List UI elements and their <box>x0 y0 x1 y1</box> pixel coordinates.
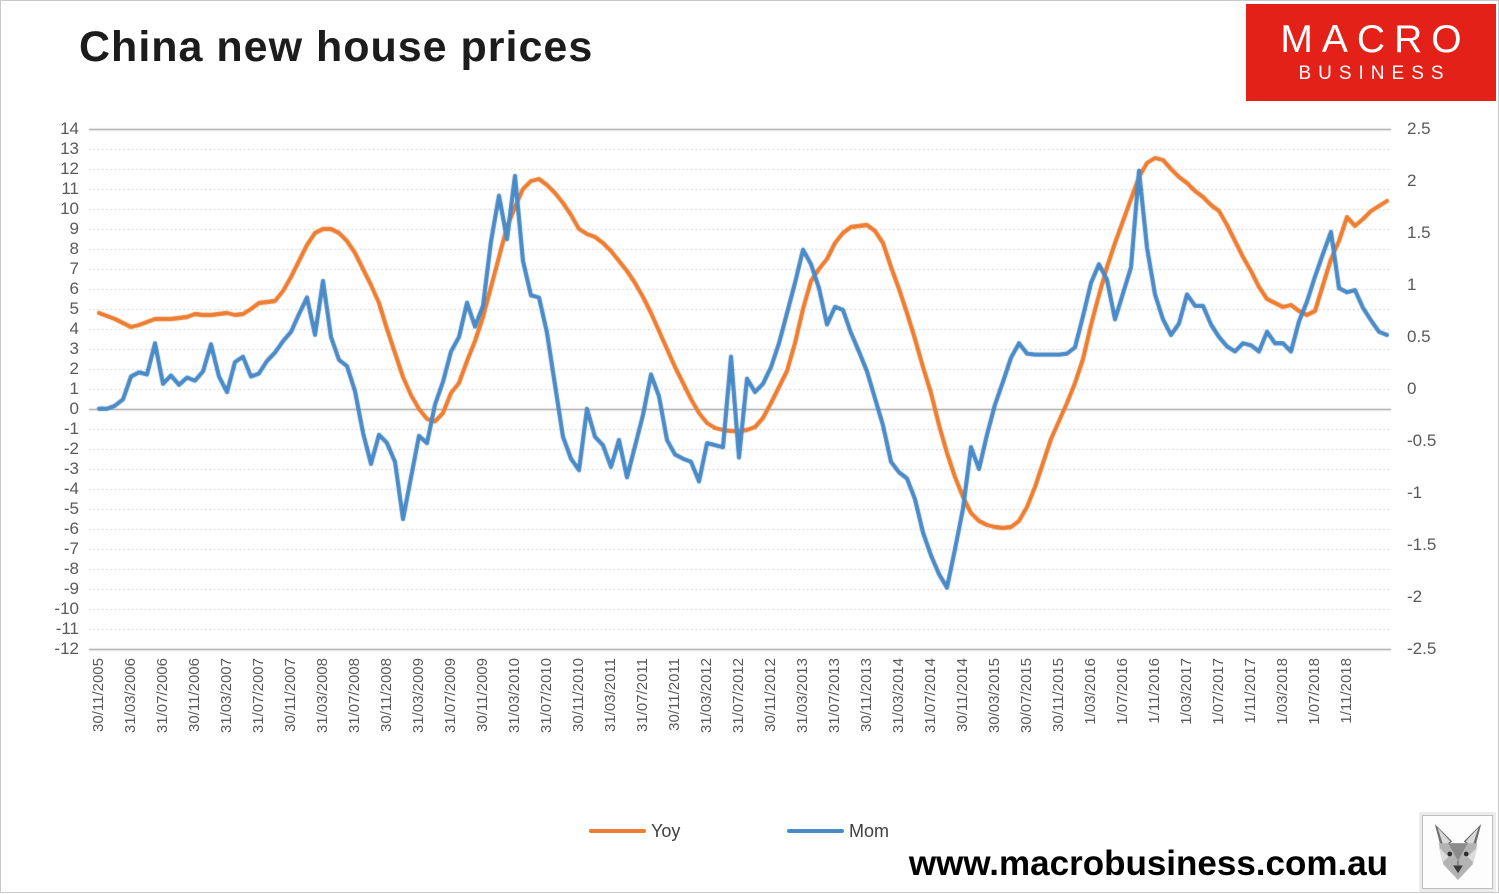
x-axis-tick: 30/11/2008 <box>378 658 395 732</box>
right-axis-tick: 0.5 <box>1407 327 1431 346</box>
x-axis-tick: 31/07/2011 <box>634 658 651 732</box>
x-axis-tick: 31/07/2007 <box>250 658 267 734</box>
right-axis-tick: 0 <box>1407 379 1417 398</box>
right-axis-tick: -2.5 <box>1407 639 1437 658</box>
left-axis-tick: -4 <box>63 479 79 498</box>
left-axis-tick: 6 <box>69 279 79 298</box>
left-axis-tick: 8 <box>69 239 79 258</box>
x-axis-tick: 31/07/2010 <box>538 658 555 734</box>
legend-item-yoy: Yoy <box>589 817 680 845</box>
left-axis-tick: -7 <box>63 539 79 558</box>
right-axis-tick: 1.5 <box>1407 223 1431 242</box>
x-axis-tick: 31/07/2006 <box>154 658 171 734</box>
x-axis-tick: 31/03/2008 <box>314 658 331 734</box>
x-axis-tick: 31/07/2009 <box>442 658 459 734</box>
x-axis-tick: 1/07/2016 <box>1114 658 1131 725</box>
fox-logo-frame <box>1419 812 1496 892</box>
x-axis-tick: 30/11/2015 <box>1050 658 1067 732</box>
x-axis-tick: 1/11/2017 <box>1242 658 1259 724</box>
x-axis-tick: 30/07/2015 <box>1018 658 1035 734</box>
x-axis-tick: 31/03/2007 <box>218 658 235 734</box>
right-axis-tick: 2.5 <box>1407 119 1431 138</box>
left-axis-tick: -10 <box>54 599 79 618</box>
right-axis-tick: 2 <box>1407 171 1417 190</box>
x-axis-tick: 31/03/2006 <box>122 658 139 734</box>
x-axis-tick: 31/03/2011 <box>602 658 619 732</box>
legend-label-mom: Mom <box>849 820 889 841</box>
x-axis-tick: 31/03/2010 <box>506 658 523 734</box>
left-axis-tick: 3 <box>69 339 79 358</box>
x-axis-tick: 31/07/2008 <box>346 658 363 734</box>
left-axis-tick: 11 <box>61 179 79 198</box>
x-axis-tick: 31/03/2009 <box>410 658 427 734</box>
left-axis-tick: 0 <box>69 399 79 418</box>
left-axis-tick: 13 <box>60 139 79 158</box>
x-axis-tick: 1/11/2016 <box>1146 658 1163 724</box>
watermark-url-text: www.macrobusiness.com.au <box>908 844 1389 883</box>
right-axis-tick: -2 <box>1407 587 1423 606</box>
left-axis-tick: -6 <box>63 519 79 538</box>
fox-head-icon <box>1434 823 1481 881</box>
right-axis-tick: 1 <box>1407 275 1417 294</box>
x-axis-tick: 30/11/2005 <box>90 658 107 732</box>
fox-logo <box>1422 815 1493 889</box>
left-axis-tick: 9 <box>69 219 79 238</box>
left-axis-tick: -11 <box>55 619 79 638</box>
left-axis-tick: -5 <box>63 499 79 518</box>
x-axis-tick: 31/03/2014 <box>890 658 907 734</box>
x-axis-tick: 1/07/2018 <box>1306 658 1323 725</box>
x-axis-tick: 30/11/2007 <box>282 658 299 732</box>
x-axis-tick: 1/03/2016 <box>1082 658 1099 725</box>
left-axis-tick: -2 <box>63 439 79 458</box>
x-axis-tick: 31/07/2013 <box>826 658 843 734</box>
legend-item-mom: Mom <box>787 817 889 845</box>
x-axis-tick: 30/11/2013 <box>858 658 875 732</box>
x-axis-tick: 31/07/2012 <box>730 658 747 734</box>
left-axis-tick: -8 <box>63 559 79 578</box>
chart-legend: Yoy Mom <box>1 817 1499 845</box>
yoy-line-swatch-icon <box>589 828 646 834</box>
left-axis-tick: 12 <box>60 159 79 178</box>
left-axis-tick: -3 <box>63 459 79 478</box>
left-axis-tick: 2 <box>69 359 79 378</box>
x-axis-tick: 30/11/2012 <box>762 658 779 732</box>
left-axis-tick: -1 <box>63 419 79 438</box>
right-axis-tick: -1.5 <box>1407 535 1437 554</box>
x-axis-tick: 1/03/2018 <box>1274 658 1291 725</box>
x-axis-tick: 30/11/2011 <box>666 658 683 731</box>
x-axis-tick: 1/07/2017 <box>1210 658 1227 725</box>
right-axis-tick: -1 <box>1407 483 1423 502</box>
left-axis-tick: 1 <box>69 379 79 398</box>
left-axis-tick: 7 <box>69 259 79 278</box>
right-axis-tick: -0.5 <box>1407 431 1437 450</box>
left-axis-tick: -12 <box>54 639 79 658</box>
x-axis-tick: 1/11/2018 <box>1338 658 1355 724</box>
left-axis-tick: 5 <box>69 299 79 318</box>
x-axis-tick: 30/03/2015 <box>986 658 1003 734</box>
x-axis-tick: 1/03/2017 <box>1178 658 1195 725</box>
left-axis-tick: 14 <box>60 119 79 138</box>
x-axis-tick: 31/07/2014 <box>922 658 939 734</box>
x-axis-tick: 30/11/2009 <box>474 658 491 732</box>
left-axis-tick: 10 <box>60 199 79 218</box>
x-axis-tick: 30/11/2006 <box>186 658 203 732</box>
legend-label-yoy: Yoy <box>651 820 681 841</box>
x-axis-tick: 31/03/2013 <box>794 658 811 734</box>
mom-line-swatch-icon <box>787 828 844 834</box>
left-axis-tick: -9 <box>63 579 79 598</box>
x-axis-tick: 31/03/2012 <box>698 658 715 734</box>
x-axis-tick: 30/11/2010 <box>570 658 587 732</box>
x-axis-tick: 30/11/2014 <box>954 658 971 732</box>
left-axis-tick: 4 <box>69 319 79 338</box>
